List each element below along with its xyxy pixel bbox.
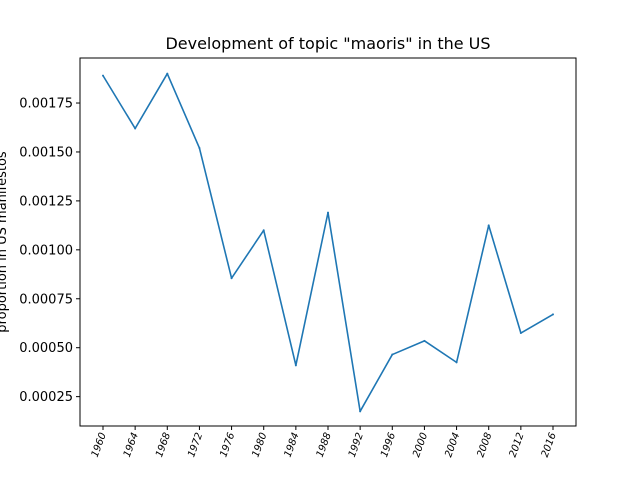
data-point bbox=[487, 224, 490, 227]
data-point bbox=[102, 74, 104, 77]
plot-area bbox=[79, 57, 577, 427]
data-point bbox=[198, 147, 201, 150]
y-tick-label: 0.00025 bbox=[19, 390, 73, 405]
y-tick-label: 0.00050 bbox=[19, 341, 73, 356]
x-tick-label: 1992 bbox=[347, 431, 366, 459]
data-points bbox=[102, 72, 554, 413]
x-tick-label: 2000 bbox=[411, 431, 430, 459]
data-point bbox=[294, 364, 297, 367]
y-tick-label: 0.00075 bbox=[19, 292, 73, 307]
data-point bbox=[423, 339, 426, 342]
x-tick-label: 2012 bbox=[508, 431, 527, 459]
data-point bbox=[519, 332, 522, 335]
x-tick-label: 1960 bbox=[90, 431, 109, 459]
y-tick-label: 0.00100 bbox=[19, 243, 73, 258]
y-axis-label: proportion in US manifestos bbox=[0, 151, 10, 333]
x-tick-label: 1964 bbox=[122, 431, 141, 459]
x-tick-label: 1976 bbox=[218, 431, 237, 459]
data-point bbox=[552, 313, 554, 316]
y-tick-label: 0.00175 bbox=[19, 97, 73, 112]
x-tick-label: 2016 bbox=[540, 431, 559, 459]
y-tick-label: 0.00125 bbox=[19, 194, 73, 209]
data-point bbox=[262, 229, 265, 232]
data-point bbox=[359, 410, 362, 413]
data-point bbox=[230, 277, 233, 280]
x-tick-label: 2004 bbox=[443, 431, 462, 459]
x-tick-label: 2008 bbox=[475, 431, 494, 459]
x-tick-label: 1996 bbox=[379, 431, 398, 459]
data-point bbox=[391, 353, 394, 356]
x-tick-label: 1968 bbox=[154, 431, 173, 459]
data-point bbox=[134, 127, 137, 130]
x-tick-label: 1988 bbox=[315, 431, 334, 459]
data-point bbox=[455, 361, 458, 364]
x-tick-label: 1972 bbox=[186, 431, 205, 459]
chart-title: Development of topic "maoris" in the US bbox=[165, 34, 490, 53]
data-point bbox=[327, 211, 329, 214]
x-tick-label: 1984 bbox=[283, 431, 302, 459]
y-tick-label: 0.00150 bbox=[19, 145, 73, 160]
data-point bbox=[166, 72, 169, 75]
x-axis: 1960 1964 1968 1972 1976 1980 1984 1988 1992 1996… bbox=[90, 426, 559, 459]
y-axis: 0.00025 0.00050 0.00075 0.00100 0.00125 0.001… bbox=[19, 97, 80, 405]
x-tick-label: 1980 bbox=[250, 431, 269, 459]
